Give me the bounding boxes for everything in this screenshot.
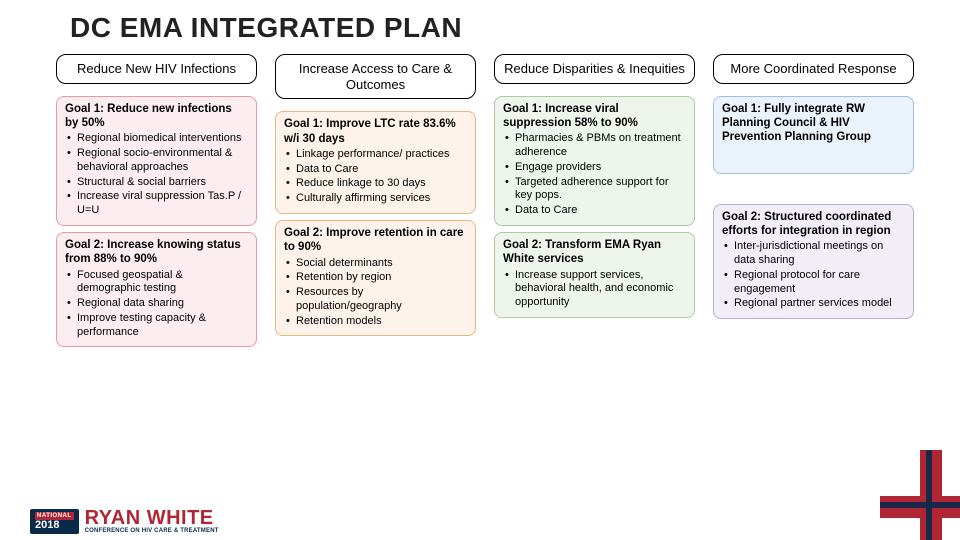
pillar-header: Increase Access to Care & Outcomes (275, 54, 476, 99)
brand-name: RYAN WHITE (85, 508, 219, 528)
conference-logo: 2018 RYAN WHITE CONFERENCE ON HIV CARE &… (30, 508, 219, 534)
goal-title: Goal 1: Improve LTC rate 83.6% w/i 30 da… (284, 117, 467, 146)
bullet: Increase viral suppression Tas.P / U=U (67, 190, 248, 218)
bullet: Regional biomedical interventions (67, 132, 248, 146)
goal-box: Goal 2: Increase knowing status from 88%… (56, 232, 257, 348)
goal-title: Goal 1: Reduce new infections by 50% (65, 102, 248, 131)
goal-box: Goal 1: Fully integrate RW Planning Coun… (713, 96, 914, 174)
bullet: Retention models (286, 315, 467, 329)
bullet: Regional protocol for care engagement (724, 269, 905, 297)
bullet: Reduce linkage to 30 days (286, 177, 467, 191)
bullet: Engage providers (505, 161, 686, 175)
column-reduce-new-hiv: Reduce New HIV Infections Goal 1: Reduce… (56, 54, 257, 347)
goal-box: Goal 1: Reduce new infections by 50% Reg… (56, 96, 257, 226)
bullet: Pharmacies & PBMs on treatment adherence (505, 132, 686, 160)
bullet: Regional socio-environmental & behaviora… (67, 147, 248, 175)
pillar-header: More Coordinated Response (713, 54, 914, 84)
goal-box: Goal 1: Improve LTC rate 83.6% w/i 30 da… (275, 111, 476, 214)
goal-box: Goal 1: Increase viral suppression 58% t… (494, 96, 695, 226)
goal-title: Goal 2: Structured coordinated efforts f… (722, 210, 905, 239)
bullet: Data to Care (505, 204, 686, 218)
goal-bullets: Increase support services, behavioral he… (503, 269, 686, 310)
bullet: Targeted adherence support for key pops. (505, 176, 686, 204)
goal-box: Goal 2: Transform EMA Ryan White service… (494, 232, 695, 318)
pillar-header: Reduce Disparities & Inequities (494, 54, 695, 84)
pillar-header: Reduce New HIV Infections (56, 54, 257, 84)
column-reduce-disparities: Reduce Disparities & Inequities Goal 1: … (494, 54, 695, 347)
goal-bullets: Focused geospatial & demographic testing… (65, 269, 248, 340)
bullet: Regional partner services model (724, 297, 905, 311)
column-increase-access: Increase Access to Care & Outcomes Goal … (275, 54, 476, 347)
goal-bullets: Pharmacies & PBMs on treatment adherence… (503, 132, 686, 218)
bullet: Retention by region (286, 271, 467, 285)
bullet: Social determinants (286, 257, 467, 271)
column-coordinated-response: More Coordinated Response Goal 1: Fully … (713, 54, 914, 347)
plan-grid: Reduce New HIV Infections Goal 1: Reduce… (0, 54, 960, 347)
goal-box: Goal 2: Improve retention in care to 90%… (275, 220, 476, 337)
bullet: Increase support services, behavioral he… (505, 269, 686, 310)
goal-bullets: Regional biomedical interventions Region… (65, 132, 248, 218)
bullet: Focused geospatial & demographic testing (67, 269, 248, 297)
goal-title: Goal 2: Improve retention in care to 90% (284, 226, 467, 255)
footer: 2018 RYAN WHITE CONFERENCE ON HIV CARE &… (0, 484, 960, 540)
bullet: Structural & social barriers (67, 176, 248, 190)
bullet: Linkage performance/ practices (286, 148, 467, 162)
bullet: Inter-jurisdictional meetings on data sh… (724, 240, 905, 268)
bullet: Resources by population/geography (286, 286, 467, 314)
goal-title: Goal 1: Fully integrate RW Planning Coun… (722, 102, 905, 145)
spacer (713, 180, 914, 198)
goal-box: Goal 2: Structured coordinated efforts f… (713, 204, 914, 320)
brand-tagline: CONFERENCE ON HIV CARE & TREATMENT (85, 528, 219, 534)
bullet: Improve testing capacity & performance (67, 312, 248, 340)
goal-bullets: Linkage performance/ practices Data to C… (284, 148, 467, 206)
goal-bullets: Social determinants Retention by region … (284, 257, 467, 329)
goal-bullets: Inter-jurisdictional meetings on data sh… (722, 240, 905, 311)
brand-text: RYAN WHITE CONFERENCE ON HIV CARE & TREA… (85, 508, 219, 534)
goal-title: Goal 1: Increase viral suppression 58% t… (503, 102, 686, 131)
goal-title: Goal 2: Transform EMA Ryan White service… (503, 238, 686, 267)
goal-title: Goal 2: Increase knowing status from 88%… (65, 238, 248, 267)
cross-icon (880, 450, 960, 540)
bullet: Data to Care (286, 163, 467, 177)
bullet: Culturally affirming services (286, 192, 467, 206)
year-badge: 2018 (30, 509, 79, 534)
page-title: DC EMA INTEGRATED PLAN (0, 0, 960, 54)
bullet: Regional data sharing (67, 297, 248, 311)
